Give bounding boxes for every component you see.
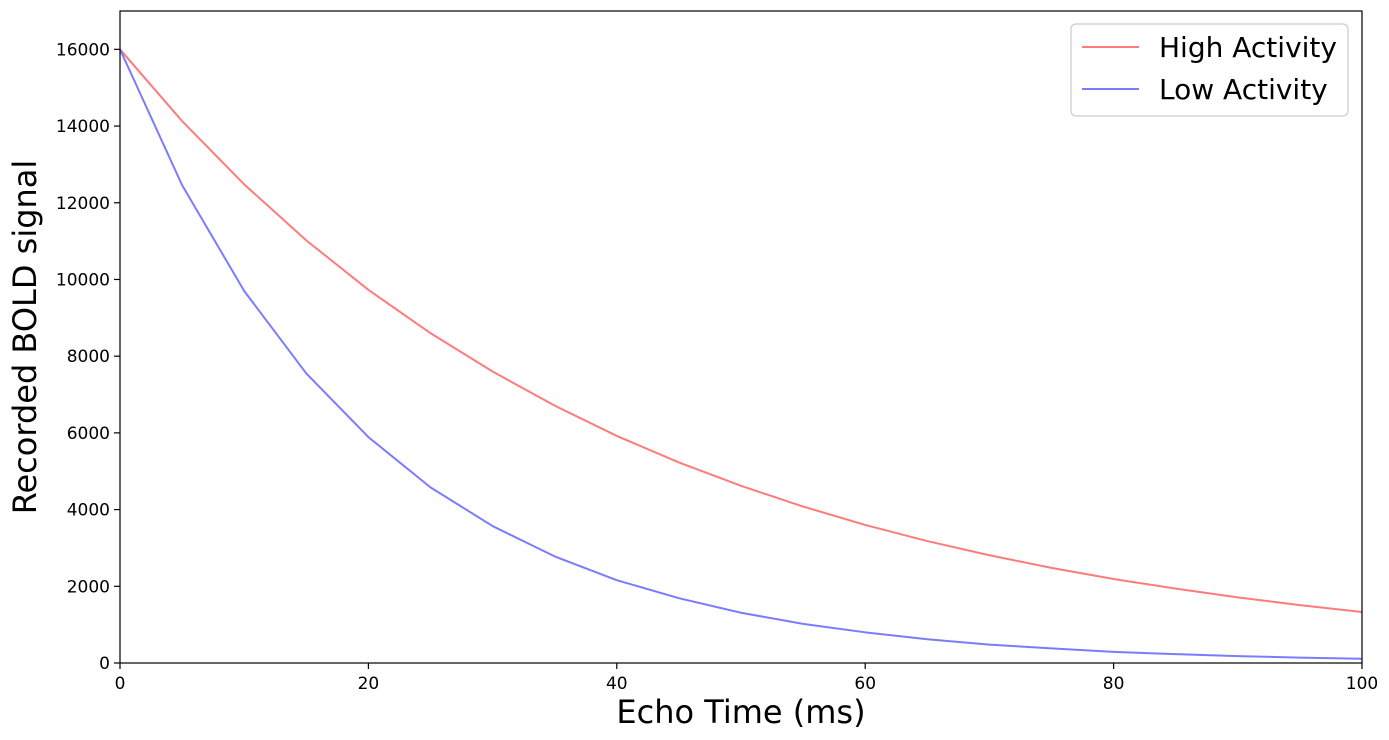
x-tick-label: 100 — [1346, 674, 1378, 694]
x-tick-label: 60 — [854, 674, 876, 694]
y-tick-label: 0 — [99, 654, 110, 674]
x-tick-label: 80 — [1103, 674, 1125, 694]
series-line-high-activity — [119, 48, 1363, 613]
x-tick-label: 20 — [358, 674, 380, 694]
y-axis-label: Recorded BOLD signal — [6, 160, 44, 515]
y-tick-label: 10000 — [56, 270, 110, 290]
y-tick-label: 16000 — [56, 40, 110, 60]
legend-label: High Activity — [1159, 31, 1337, 64]
x-axis-label: Echo Time (ms) — [616, 693, 865, 731]
x-tick-label: 0 — [115, 674, 126, 694]
legend-frame — [1070, 23, 1349, 117]
y-tick-label: 6000 — [67, 424, 110, 444]
y-tick-label: 2000 — [67, 577, 110, 597]
y-tick-label: 12000 — [56, 194, 110, 214]
plot-area — [120, 11, 1362, 663]
legend-label: Low Activity — [1159, 73, 1328, 106]
y-tick-label: 4000 — [67, 501, 110, 521]
legend: High Activity Low Activity — [1070, 23, 1349, 117]
plot-frame — [119, 10, 1363, 664]
y-tick-label: 14000 — [56, 117, 110, 137]
series-line-low-activity — [119, 48, 1363, 660]
y-tick-label: 8000 — [67, 347, 110, 367]
x-tick-label: 40 — [606, 674, 628, 694]
